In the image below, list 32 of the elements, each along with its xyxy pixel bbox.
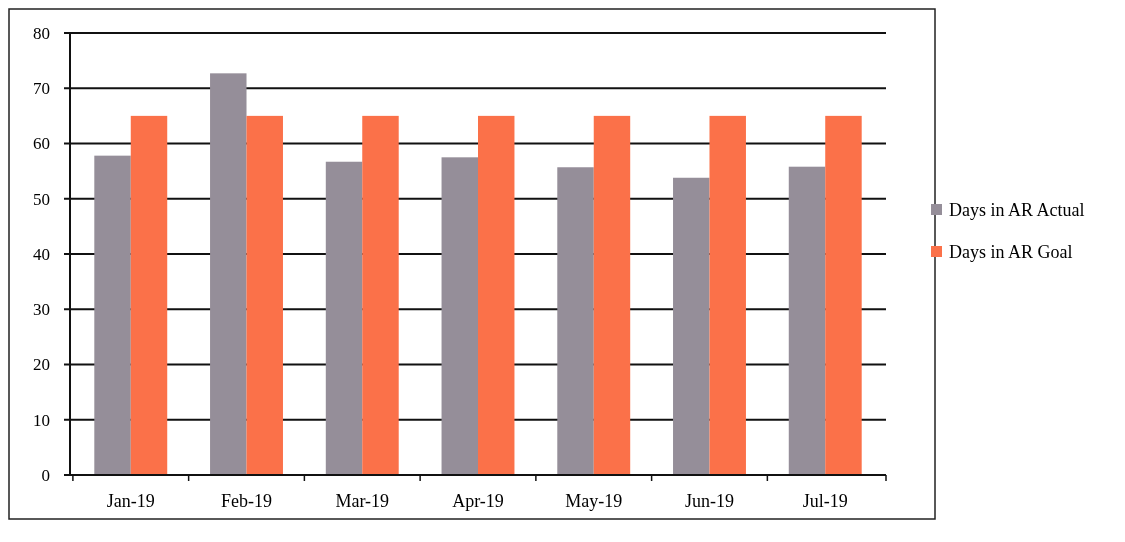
bar — [478, 115, 515, 475]
x-tick-label: Mar-19 — [335, 491, 390, 511]
y-tick-label: 10 — [33, 410, 50, 430]
bar — [441, 157, 478, 475]
bar — [788, 166, 826, 475]
bar — [130, 115, 168, 475]
legend-label: Days in AR Actual — [949, 200, 1085, 221]
y-tick-label: 30 — [33, 300, 50, 320]
x-tick-label: Jun-19 — [684, 491, 734, 511]
bar — [593, 115, 631, 475]
x-tick-label: Jan-19 — [106, 491, 155, 511]
bar — [825, 115, 862, 475]
y-tick-label: 20 — [33, 355, 50, 375]
y-tick-label: 70 — [33, 79, 50, 99]
bar — [325, 161, 363, 475]
bar — [673, 177, 710, 475]
y-tick-label: 60 — [33, 134, 50, 154]
bar — [557, 167, 594, 475]
y-tick-label: 40 — [33, 244, 50, 264]
bar — [246, 115, 283, 475]
bar — [362, 115, 399, 475]
y-tick-label: 80 — [33, 23, 50, 43]
y-tick-label: 0 — [41, 465, 50, 485]
y-tick-label: 50 — [33, 189, 50, 209]
bar — [709, 115, 746, 475]
x-tick-label: May-19 — [565, 491, 623, 511]
x-tick-label: Feb-19 — [221, 491, 273, 511]
x-tick-label: Jul-19 — [802, 491, 848, 511]
bar — [94, 155, 131, 475]
x-tick-label: Apr-19 — [452, 491, 504, 511]
bar — [210, 73, 247, 475]
legend-label: Days in AR Goal — [949, 242, 1073, 263]
